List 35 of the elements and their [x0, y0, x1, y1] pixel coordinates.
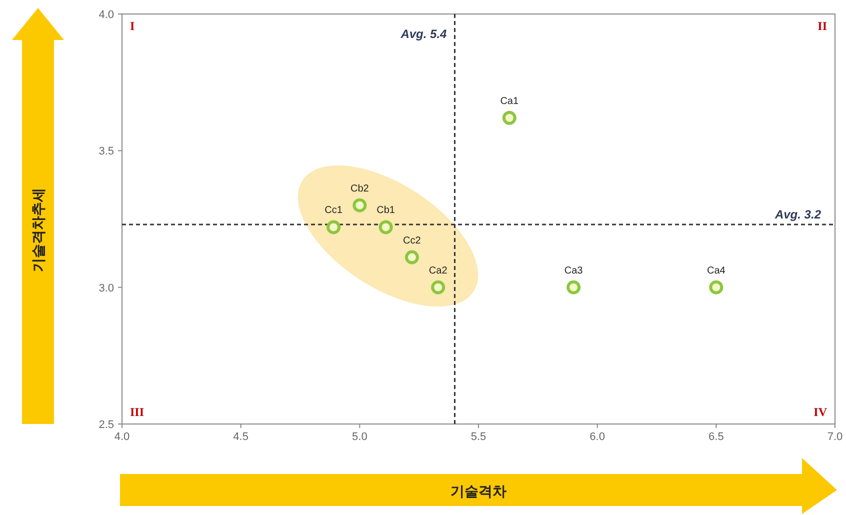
y-tick-label: 3.0 — [98, 282, 114, 294]
x-tick-label: 5.5 — [470, 431, 486, 443]
x-tick-label: 6.5 — [708, 431, 724, 443]
series-label: Cc2 — [403, 235, 422, 246]
x-tick-label: 7.0 — [827, 431, 843, 443]
y-tick-label: 2.5 — [98, 419, 114, 431]
ref-line-label: Avg. 5.4 — [400, 27, 448, 41]
x-tick-label: 4.5 — [233, 431, 248, 443]
y-tick-label: 4.0 — [98, 9, 114, 21]
annotation: II — [818, 19, 828, 33]
point — [502, 110, 516, 125]
point — [378, 220, 393, 234]
series-label: Cc1 — [324, 205, 343, 216]
x-tick-label: 6.0 — [590, 431, 605, 443]
annotation: III — [130, 405, 144, 419]
series-label: Ca3 — [564, 265, 584, 276]
series-label: Ca4 — [706, 265, 726, 276]
point — [404, 250, 419, 264]
point — [709, 280, 724, 294]
point — [566, 280, 581, 294]
y-axis-title: 기술격차추세 — [30, 188, 46, 272]
x-axis-title: 기술격차 — [450, 483, 506, 499]
y-tick-label: 3.5 — [98, 146, 114, 158]
point — [431, 280, 446, 294]
annotation: IV — [814, 405, 828, 419]
point — [352, 198, 367, 212]
x-tick-label: 4.0 — [114, 431, 130, 443]
ref-line-label: Avg. 3.2 — [774, 207, 822, 222]
series-label: Ca2 — [428, 265, 448, 276]
x-tick-label: 5.0 — [352, 431, 368, 443]
series-label: Cb1 — [376, 205, 396, 216]
series-label: Ca1 — [500, 96, 519, 107]
series-label: Cb2 — [350, 183, 370, 194]
point — [326, 220, 341, 234]
annotation: I — [130, 19, 135, 33]
